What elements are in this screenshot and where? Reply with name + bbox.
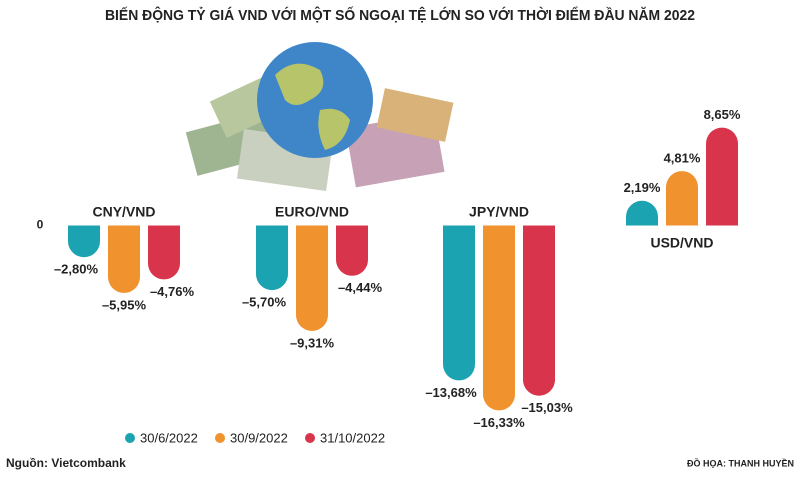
- bar: [523, 225, 555, 396]
- category-label: JPY/VND: [469, 203, 529, 219]
- bar: [296, 225, 328, 331]
- value-label: –16,33%: [473, 415, 525, 430]
- bar: [666, 171, 698, 226]
- bar: [706, 127, 738, 226]
- bar: [256, 225, 288, 291]
- source: Nguồn: Vietcombank: [6, 456, 126, 470]
- legend-swatch: [305, 433, 315, 443]
- chart-title: BIẾN ĐỘNG TỶ GIÁ VND VỚI MỘT SỐ NGOẠI TỆ…: [105, 6, 695, 24]
- bar: [108, 225, 140, 293]
- value-label: 8,65%: [704, 107, 741, 122]
- value-label: 2,19%: [624, 180, 661, 195]
- value-label: –5,70%: [242, 295, 287, 310]
- legend-swatch: [215, 433, 225, 443]
- bar: [336, 225, 368, 276]
- value-label: –4,76%: [150, 284, 195, 299]
- value-label: –15,03%: [521, 400, 573, 415]
- bar: [68, 225, 100, 258]
- bar: [443, 225, 475, 381]
- credit: ĐỒ HỌA: THANH HUYỀN: [687, 457, 794, 468]
- legend-swatch: [125, 433, 135, 443]
- category-label: USD/VND: [650, 234, 713, 250]
- value-label: –13,68%: [425, 385, 477, 400]
- bar: [483, 225, 515, 411]
- category-label: CNY/VND: [92, 203, 155, 219]
- legend-label: 30/6/2022: [140, 430, 198, 445]
- value-label: 4,81%: [664, 151, 701, 166]
- value-label: –9,31%: [290, 335, 335, 350]
- y-tick-label: 0: [37, 218, 44, 232]
- legend-label: 31/10/2022: [320, 430, 385, 445]
- globe-illustration: [185, 42, 454, 192]
- value-label: –2,80%: [54, 262, 99, 277]
- category-label: EURO/VND: [275, 203, 349, 219]
- value-label: –4,44%: [338, 280, 383, 295]
- bar: [626, 200, 658, 226]
- value-label: –5,95%: [102, 297, 147, 312]
- bar: [148, 225, 180, 280]
- legend-label: 30/9/2022: [230, 430, 288, 445]
